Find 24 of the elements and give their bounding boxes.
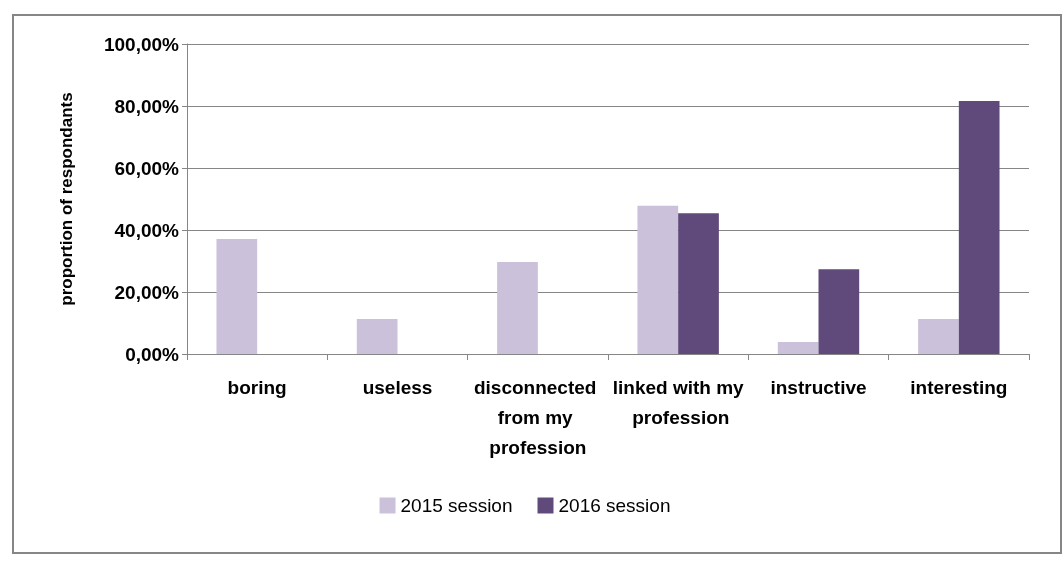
y-tick-label: 60,00% — [114, 157, 180, 179]
bar — [918, 318, 959, 354]
x-tick-label: instructive — [770, 376, 867, 398]
x-tick-label: useless — [362, 376, 433, 398]
y-tick-label: 0,00% — [125, 343, 180, 365]
bar — [818, 269, 860, 354]
y-tick-label: 40,00% — [114, 219, 180, 241]
bar — [216, 238, 258, 354]
y-tick-label: 100,00% — [103, 33, 180, 55]
bar — [356, 318, 398, 354]
bar — [637, 205, 679, 354]
y-tick-label: 20,00% — [114, 281, 180, 303]
x-tick-label: linked with my profession — [612, 376, 745, 428]
bar — [497, 261, 538, 354]
y-axis-title: proportion of respondants — [57, 92, 76, 306]
y-tick-label: 80,00% — [114, 95, 180, 117]
x-tick-label: boring — [227, 376, 287, 398]
x-tick-label: disconnected from my profession — [473, 376, 602, 458]
bar — [678, 213, 719, 354]
bar — [777, 341, 819, 354]
legend-label: 2016 session — [558, 495, 671, 516]
bar — [958, 101, 1000, 354]
legend-label: 2015 session — [400, 495, 513, 516]
x-tick-label: interesting — [910, 376, 1008, 398]
